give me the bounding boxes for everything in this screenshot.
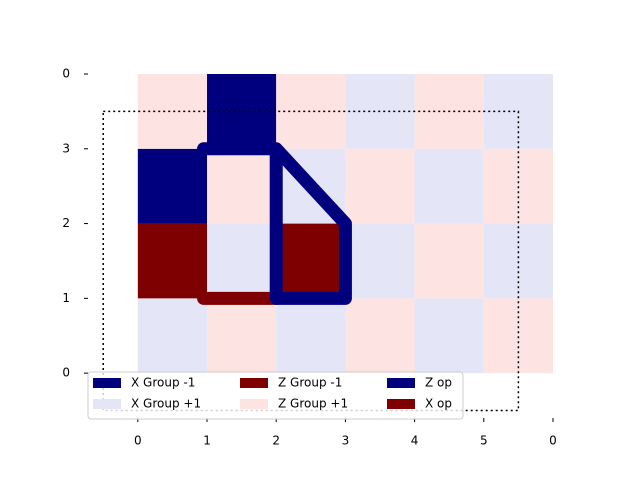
plaquette-cell — [345, 148, 415, 224]
legend-label: X Group -1 — [131, 376, 195, 390]
x-tick-label: 3 — [342, 434, 350, 448]
y-tick-label: 2 — [62, 216, 70, 230]
legend-swatch — [93, 399, 121, 409]
x-tick-label: 2 — [272, 434, 280, 448]
legend-label: Z Group +1 — [278, 397, 348, 411]
operator-path — [197, 142, 352, 305]
legend: X Group -1 X Group +1 Z Group -1 Z Group +1… — [87, 371, 464, 420]
plaquette-cell — [483, 298, 553, 374]
plaquette-cell — [207, 223, 277, 299]
plaquette-cell — [414, 298, 484, 374]
plaquette-cell — [414, 148, 484, 224]
plaquette-cell — [137, 223, 208, 299]
plaquette-cell — [276, 298, 346, 374]
plaquette-cell — [137, 148, 208, 224]
plaquette-cell — [207, 148, 277, 224]
plaquette-cell — [137, 74, 208, 149]
y-tick-label: 0 — [62, 67, 70, 81]
legend-frame — [87, 371, 464, 420]
x-tick-label: 5 — [480, 434, 488, 448]
x-tick-label: 0 — [134, 434, 142, 448]
plaquette-cell — [345, 223, 415, 299]
plaquette-cell — [207, 298, 277, 374]
y-tick-label: 1 — [62, 291, 70, 305]
legend-label: Z Group -1 — [278, 376, 342, 390]
plaquette-cell — [345, 298, 415, 374]
x-tick-label: 1 — [203, 434, 211, 448]
plaquette-cell — [276, 223, 346, 299]
x-tick-label: 4 — [411, 434, 419, 448]
plaquette-cell — [207, 74, 277, 149]
plaquette-cell — [137, 298, 208, 374]
legend-swatch — [387, 399, 415, 409]
legend-label: Z op — [425, 376, 452, 390]
x-tick-label: 0 — [549, 434, 557, 448]
legend-label: X op — [425, 397, 452, 411]
legend-swatch — [240, 378, 268, 388]
y-tick-label: 3 — [62, 141, 70, 155]
legend-label: X Group +1 — [131, 397, 201, 411]
plaquette-cell — [483, 223, 553, 299]
legend-swatch — [387, 378, 415, 388]
y-tick-label: 0 — [62, 366, 70, 380]
plaquette-cell — [414, 223, 484, 299]
legend-swatch — [240, 399, 268, 409]
legend-swatch — [93, 378, 121, 388]
